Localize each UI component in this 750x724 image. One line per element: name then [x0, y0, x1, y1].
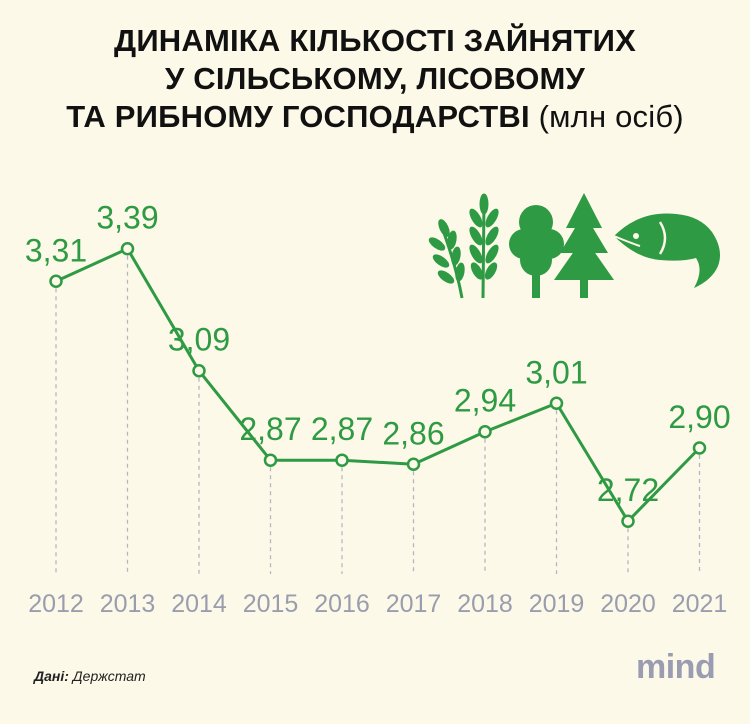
- x-tick-label: 2017: [386, 590, 442, 618]
- wheat-icon: [428, 219, 465, 299]
- data-label: 3,01: [525, 354, 587, 390]
- data-label: 2,87: [239, 411, 301, 447]
- data-point: [549, 396, 564, 411]
- x-tick-label: 2016: [314, 590, 370, 618]
- x-tick-label: 2015: [243, 590, 299, 618]
- data-point: [692, 441, 707, 455]
- data-label: 2,94: [454, 383, 516, 419]
- data-point: [478, 424, 492, 439]
- series-line: [55, 247, 701, 523]
- wheat-icon: [469, 193, 499, 299]
- data-point: [621, 514, 635, 528]
- data-point: [263, 453, 278, 467]
- title-line-1: ДИНАМІКА КІЛЬКОСТІ ЗАЙНЯТИХ: [114, 23, 636, 58]
- x-tick-label: 2021: [672, 590, 728, 618]
- data-point: [335, 453, 349, 467]
- title-line-3: ТА РИБНОМУ ГОСПОДАРСТВІ: [66, 99, 530, 134]
- fir-tree-icon: [554, 193, 614, 298]
- data-label: 3,31: [25, 232, 87, 268]
- data-label: 2,86: [382, 415, 444, 451]
- title-unit: (млн осіб): [538, 99, 684, 134]
- data-point: [192, 363, 206, 378]
- data-point: [120, 241, 135, 256]
- x-tick-label: 2013: [100, 590, 156, 618]
- chart-title: ДИНАМІКА КІЛЬКОСТІ ЗАЙНЯТИХ У СІЛЬСЬКОМУ…: [0, 22, 750, 136]
- data-label: 2,90: [668, 399, 730, 435]
- fish-icon: [613, 213, 720, 288]
- x-tick-label: 2020: [600, 590, 656, 618]
- brand-logo: mind: [636, 648, 716, 686]
- source-value: Держстат: [72, 668, 146, 684]
- title-line-2: У СІЛЬСЬКОМУ, ЛІСОВОМУ: [164, 61, 586, 96]
- data-label: 3,09: [168, 322, 230, 358]
- source-note: Дані: Держстат: [34, 668, 146, 684]
- data-point: [406, 457, 421, 472]
- x-tick-label: 2018: [457, 590, 513, 618]
- x-tick-label: 2019: [529, 590, 585, 618]
- deciduous-tree-icon: [509, 205, 564, 298]
- data-label: 3,39: [96, 200, 158, 236]
- data-label: 2,72: [597, 472, 659, 508]
- data-point: [49, 274, 63, 289]
- x-tick-label: 2012: [28, 590, 84, 618]
- x-tick-label: 2014: [171, 590, 227, 618]
- data-label: 2,87: [311, 411, 373, 447]
- source-label: Дані:: [34, 668, 69, 684]
